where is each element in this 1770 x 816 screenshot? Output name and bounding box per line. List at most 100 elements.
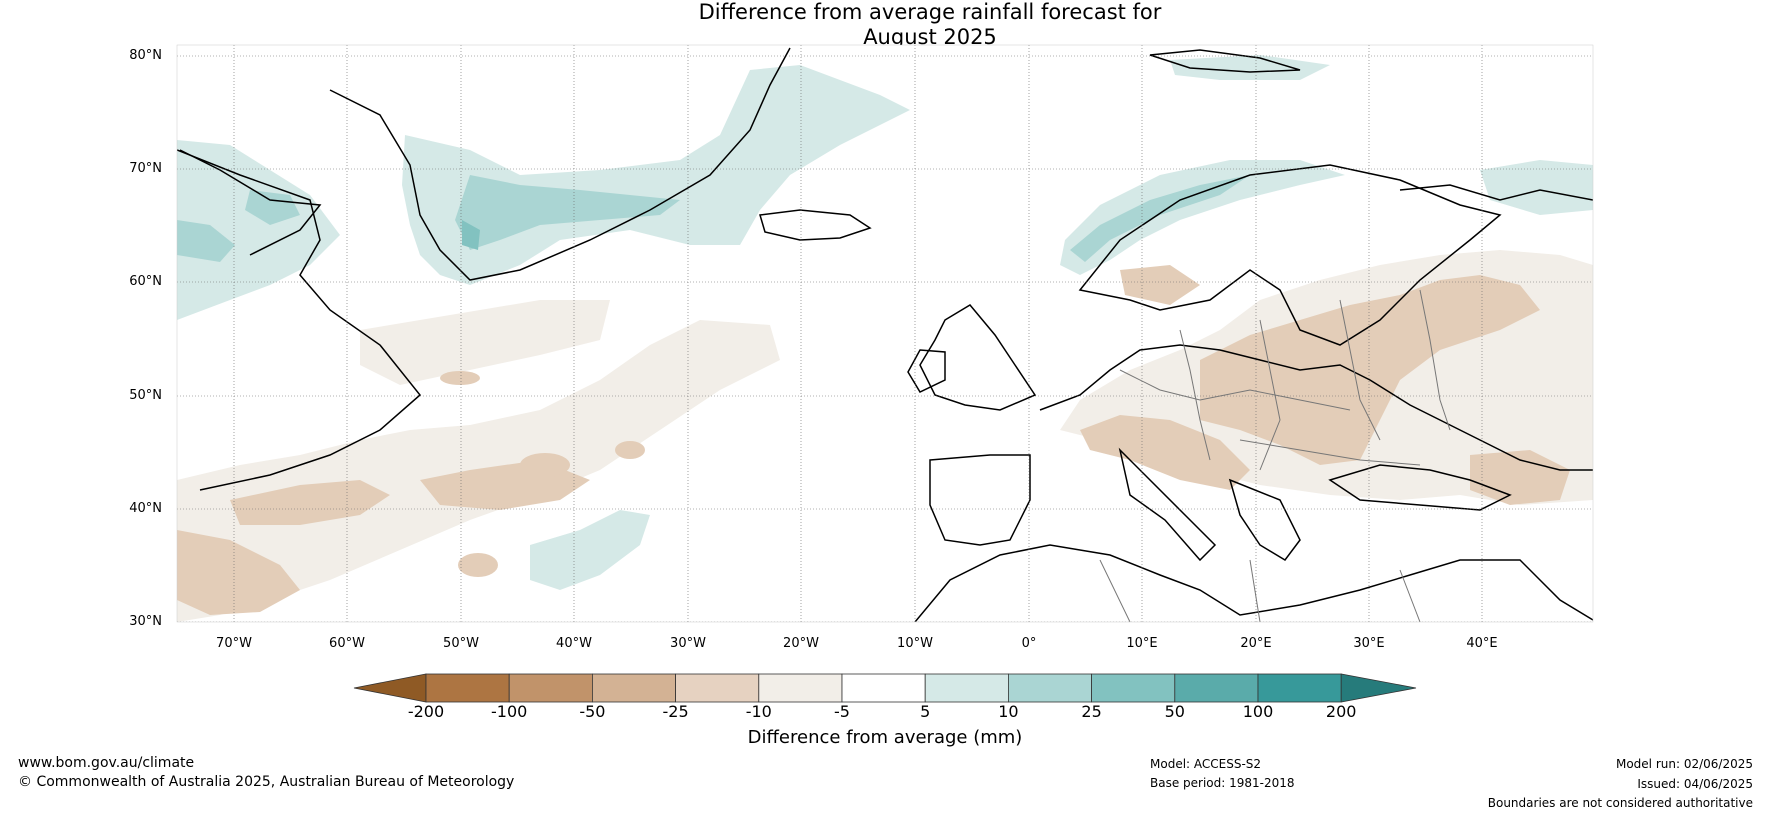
border-7	[1099, 559, 1131, 622]
latitude-label: 30°N	[129, 614, 162, 629]
longitude-label: 0°	[1021, 636, 1037, 651]
longitude-label: 30°W	[670, 636, 706, 651]
wet-area-atlantic	[530, 510, 650, 590]
dry-area-balkans	[1080, 415, 1250, 490]
wet-area-kola	[1480, 160, 1593, 215]
longitude-label: 10°E	[1126, 636, 1158, 651]
longitude-label: 50°W	[443, 636, 479, 651]
dry-area-small-2	[458, 553, 498, 577]
wet-area-labrador	[177, 140, 340, 320]
longitude-label: 30°E	[1353, 636, 1385, 651]
disclaimer-text: Boundaries are not considered authoritat…	[1487, 796, 1753, 810]
colorbar-segment	[425, 673, 510, 703]
map-frame	[176, 44, 1594, 623]
base-period-text: Base period: 1981-2018	[1150, 776, 1295, 790]
colorbar-tick-label: 25	[1081, 702, 1102, 721]
colorbar-segment	[924, 673, 1009, 703]
colorbar-segment	[592, 673, 677, 703]
map-title: Difference from average rainfall forecas…	[0, 0, 1770, 50]
wet-area-greenland	[402, 65, 910, 285]
border-9	[1399, 569, 1421, 622]
wet-area-norway-core	[1070, 175, 1250, 262]
coastline-baffin	[179, 149, 322, 256]
coastline-uk	[919, 304, 1037, 411]
colorbar-segment	[758, 673, 843, 703]
colorbar-segment	[841, 673, 926, 703]
colorbar-tick-label: -100	[491, 702, 528, 721]
coastline-europe-mainland	[1039, 344, 1593, 471]
colorbar-arrow-low	[353, 673, 427, 703]
longitude-label: 20°E	[1240, 636, 1272, 651]
dry-area-caucasus	[1470, 450, 1570, 505]
dry-area-small-3	[615, 441, 645, 459]
colorbar-tick-label: -50	[579, 702, 606, 721]
coastline-italy	[1118, 447, 1217, 562]
issued-text: Issued: 04/06/2025	[1637, 777, 1753, 791]
latitude-label: 50°N	[129, 388, 162, 403]
border-2	[1179, 329, 1211, 461]
coastline-svalbard	[1149, 49, 1301, 73]
wet-area-greenland-center	[462, 220, 480, 250]
border-4	[1339, 299, 1381, 441]
dry-anomaly-areas	[177, 250, 1593, 622]
colorbar-segment	[675, 673, 760, 703]
colorbar	[353, 673, 1417, 703]
coastline-ireland	[907, 349, 946, 393]
model-text: Model: ACCESS-S2	[1150, 757, 1262, 771]
grid-lines	[177, 45, 1593, 622]
border-5	[1419, 289, 1451, 431]
dry-area-scandinavia	[1120, 265, 1200, 305]
coastline-balkans	[1228, 478, 1301, 561]
dry-area-west-core	[230, 480, 390, 525]
wet-area-greenland-core	[455, 175, 680, 250]
colorbar-tick-label: -10	[745, 702, 772, 721]
colorbar-segment	[508, 673, 593, 703]
longitude-label: 10°W	[897, 636, 933, 651]
latitude-label: 60°N	[129, 274, 162, 289]
coastline-labrador	[177, 149, 422, 491]
coastline-black-sea	[1328, 464, 1512, 511]
border-6	[1239, 439, 1421, 466]
longitude-label: 60°W	[329, 636, 365, 651]
colorbar-tick-label: 50	[1164, 702, 1185, 721]
country-borders	[1099, 289, 1451, 622]
border-8	[1249, 559, 1261, 622]
colorbar-tick-label: 5	[920, 702, 931, 721]
longitude-label: 40°E	[1466, 636, 1498, 651]
dry-area-mid-atlantic	[360, 300, 610, 385]
colorbar-segment	[1091, 673, 1176, 703]
colorbar-segment	[1008, 673, 1093, 703]
latitude-label: 80°N	[129, 48, 162, 63]
colorbar-tick-label: 200	[1325, 702, 1357, 721]
coastline-iberia	[929, 454, 1031, 546]
longitude-label: 70°W	[216, 636, 252, 651]
dry-area-small-1	[520, 453, 570, 477]
wet-area-norway	[1060, 160, 1345, 275]
coastline-greenland	[329, 47, 791, 281]
wet-area-baffin-core	[245, 190, 300, 225]
wet-anomaly-areas	[177, 55, 1593, 590]
colorbar-segment	[1174, 673, 1259, 703]
colorbar-arrow-high	[1340, 673, 1417, 703]
coastline-novaya-zemlya	[1399, 184, 1593, 201]
copyright-text: © Commonwealth of Australia 2025, Austra…	[18, 774, 515, 790]
model-run-text: Model run: 02/06/2025	[1615, 757, 1753, 771]
wet-area-svalbard	[1170, 55, 1330, 80]
dry-area-europe-core	[1200, 275, 1540, 465]
map-plot-area	[177, 45, 1593, 622]
wet-area-labrador-core	[177, 220, 235, 262]
title-line-1: Difference from average rainfall forecas…	[698, 0, 1162, 24]
dry-area-southwest	[177, 530, 300, 615]
colorbar-title: Difference from average (mm)	[747, 727, 1023, 748]
coastlines	[177, 47, 1593, 622]
colorbar-tick-label: -200	[407, 702, 445, 721]
colorbar-tick-label: -5	[834, 702, 850, 721]
website-link[interactable]: www.bom.gov.au/climate	[18, 755, 195, 771]
colorbar-segment	[1257, 673, 1342, 703]
latitude-label: 40°N	[129, 501, 162, 516]
longitude-label: 20°W	[783, 636, 819, 651]
coastline-iceland	[759, 209, 872, 241]
border-1	[1119, 369, 1351, 411]
colorbar-tick-label: 100	[1242, 702, 1274, 721]
